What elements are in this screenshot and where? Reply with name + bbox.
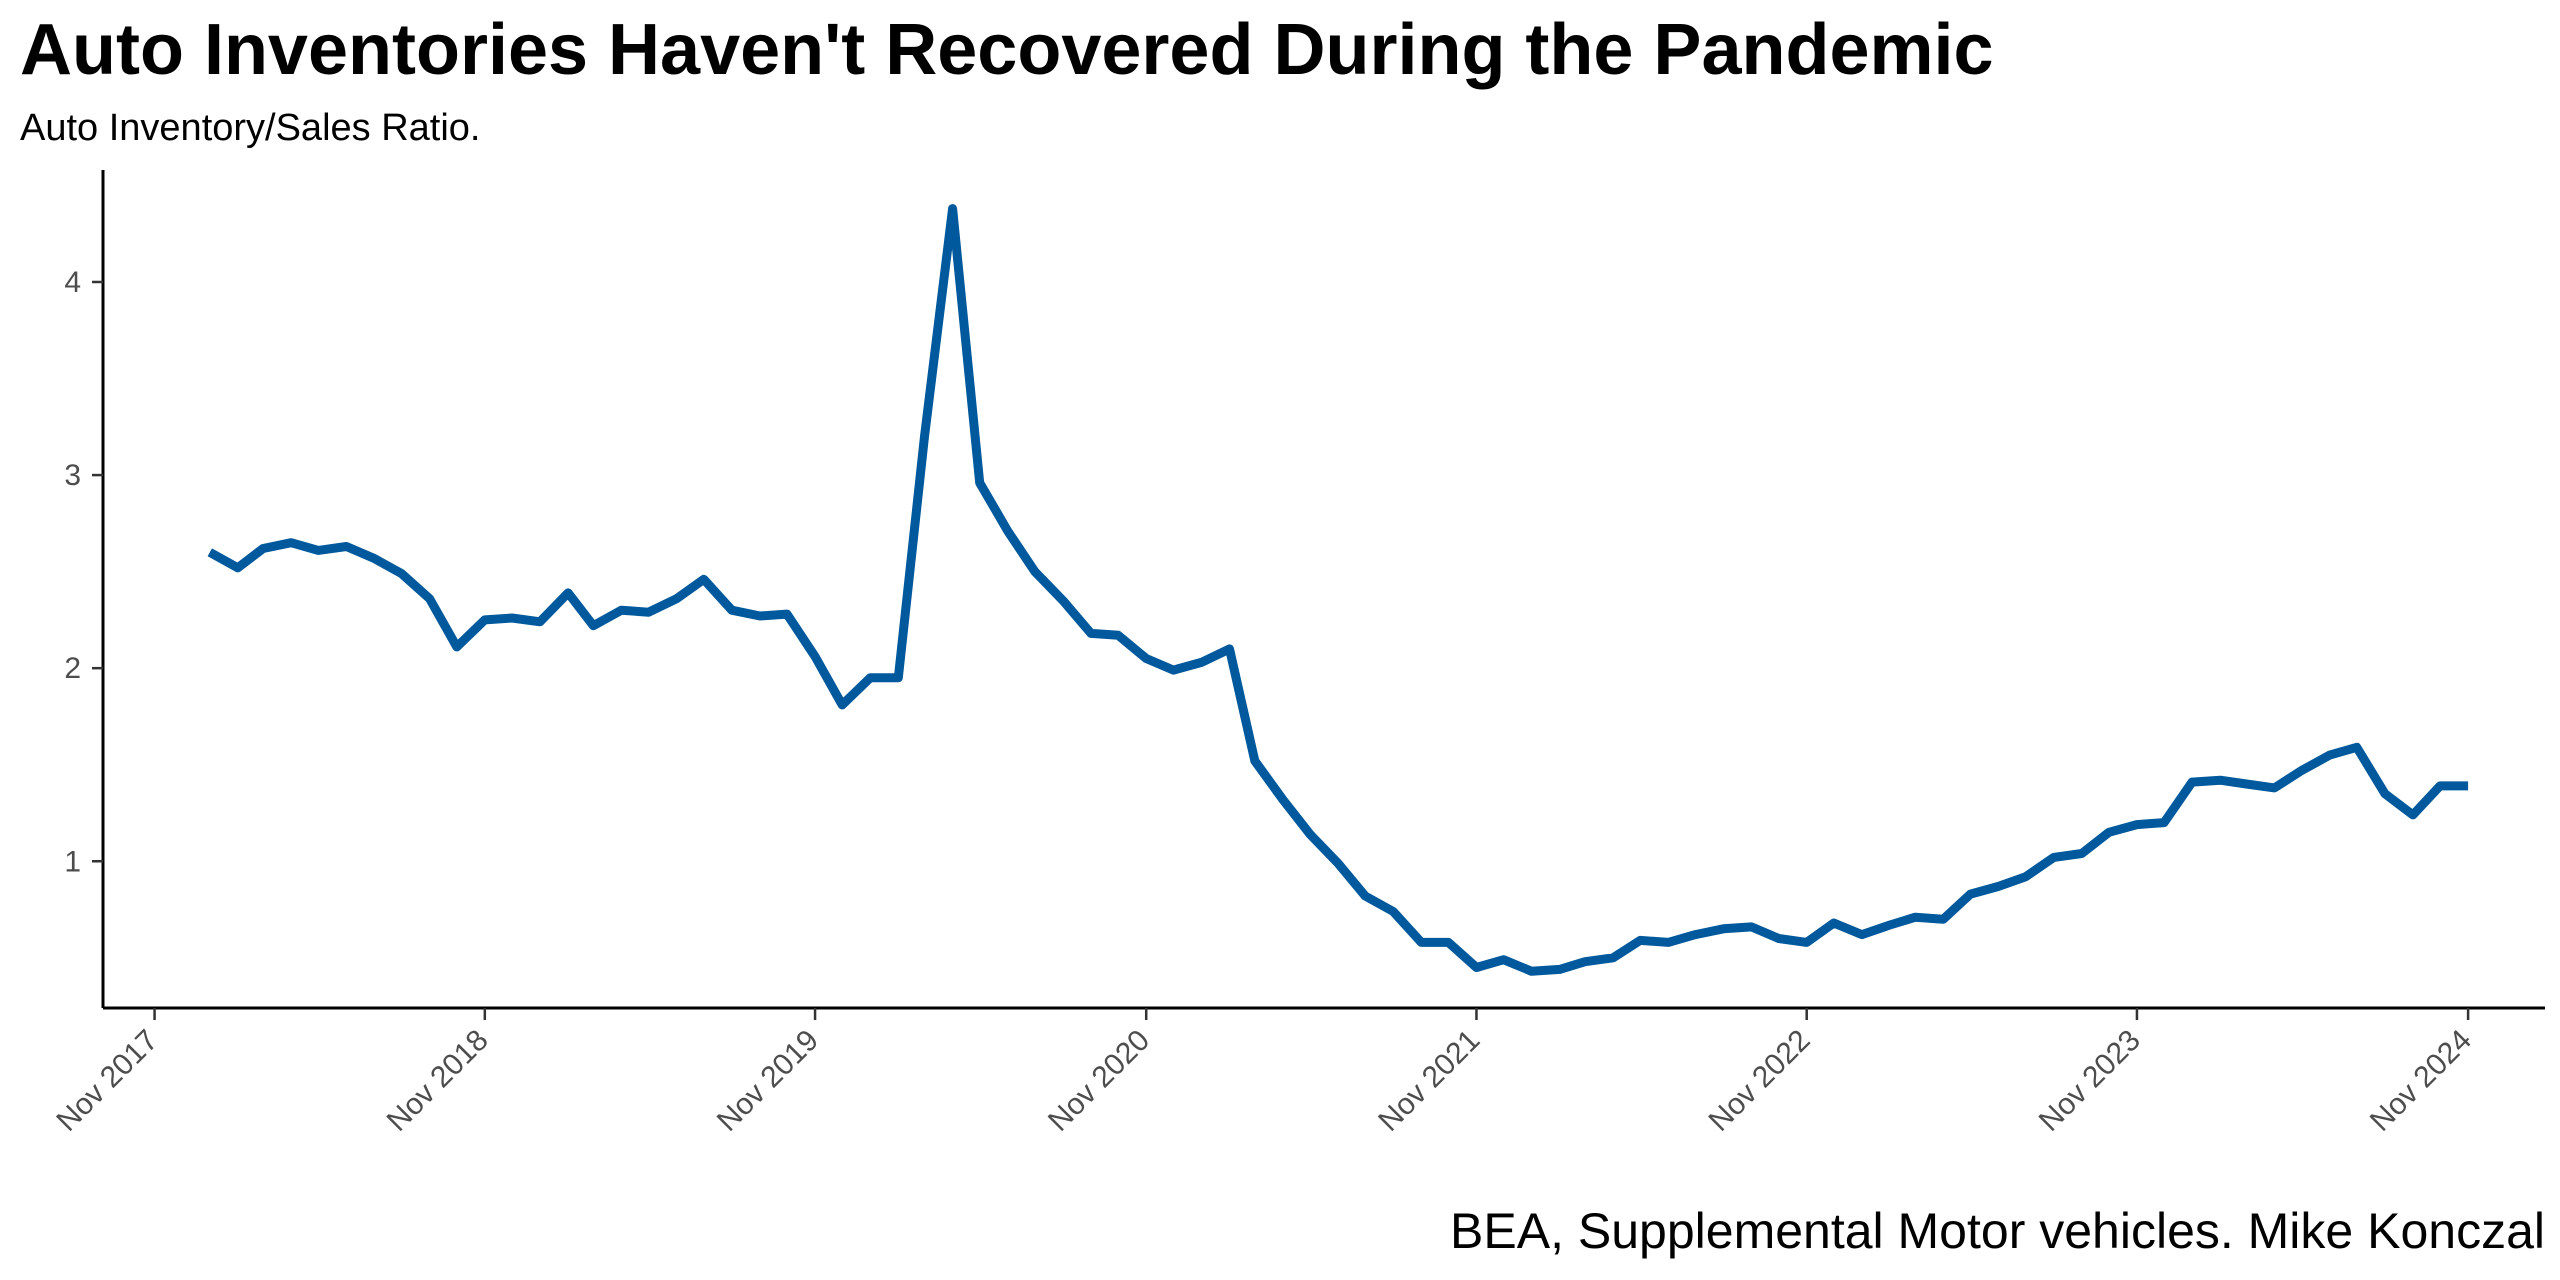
x-tick-label: Nov 2019 bbox=[711, 1024, 825, 1138]
y-tick-label: 2 bbox=[64, 652, 81, 685]
chart-title: Auto Inventories Haven't Recovered Durin… bbox=[20, 10, 1994, 90]
chart-caption: BEA, Supplemental Motor vehicles. Mike K… bbox=[1450, 1203, 2545, 1259]
x-tick-label: Nov 2023 bbox=[2033, 1024, 2147, 1138]
x-tick-label: Nov 2021 bbox=[1372, 1024, 1486, 1138]
series-line bbox=[207, 204, 2469, 976]
x-tick-label: Nov 2024 bbox=[2364, 1024, 2478, 1138]
x-tick-label: Nov 2022 bbox=[1702, 1024, 1816, 1138]
x-tick-label: Nov 2018 bbox=[381, 1024, 495, 1138]
y-tick-label: 3 bbox=[64, 459, 81, 492]
x-tick-label: Nov 2017 bbox=[50, 1024, 164, 1138]
chart-subtitle: Auto Inventory/Sales Ratio. bbox=[20, 107, 480, 149]
y-tick-label: 1 bbox=[64, 845, 81, 878]
y-tick-label: 4 bbox=[64, 266, 81, 299]
plot-area bbox=[207, 204, 2469, 976]
x-tick-label: Nov 2020 bbox=[1042, 1024, 1156, 1138]
